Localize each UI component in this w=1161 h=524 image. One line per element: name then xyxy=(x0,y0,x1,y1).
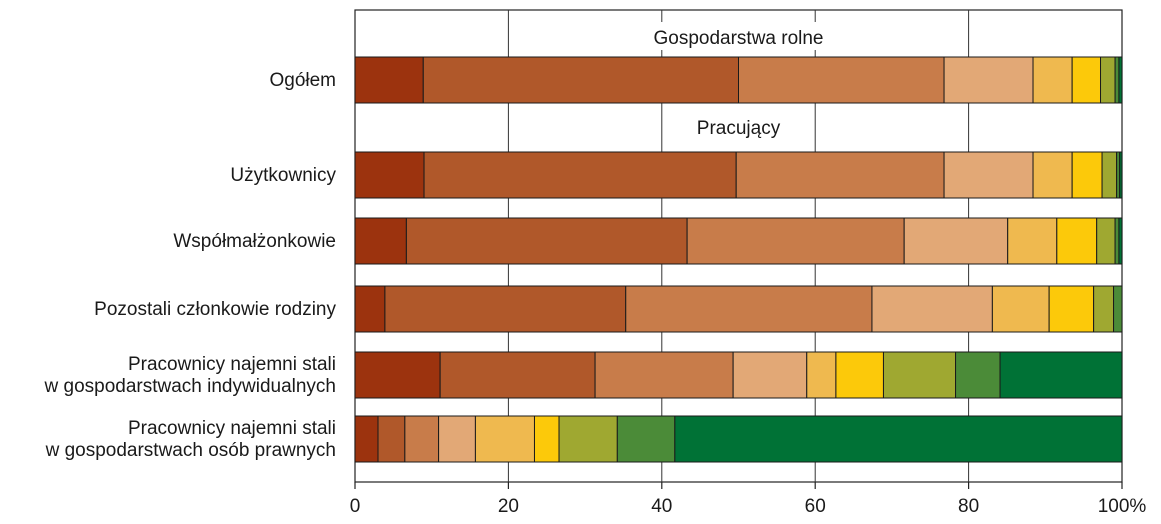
category-label: Użytkownicy xyxy=(230,165,336,186)
bar-segment xyxy=(423,151,737,199)
bar-segment xyxy=(686,217,905,265)
bar-segment xyxy=(871,285,993,333)
bar-segment xyxy=(903,217,1009,265)
bar-segment xyxy=(404,415,440,463)
bar-segment xyxy=(384,285,627,333)
section-title-bg xyxy=(680,112,797,140)
section-title-bg xyxy=(634,22,843,50)
bar-segment xyxy=(806,351,837,399)
bar-segment xyxy=(533,415,560,463)
category-label: w gospodarstwach osób prawnych xyxy=(45,440,336,461)
bar-segment xyxy=(1056,217,1098,265)
category-label: Pracownicy najemni stali xyxy=(128,418,336,439)
bar-segment xyxy=(1100,56,1116,104)
bar-segment xyxy=(1071,151,1103,199)
bar-segment xyxy=(405,217,688,265)
bar-segment xyxy=(1032,151,1073,199)
bar-segment xyxy=(1101,151,1118,199)
bar-segment xyxy=(594,351,734,399)
bar-segment xyxy=(354,56,424,104)
category-label: Współmałżonkowie xyxy=(173,231,336,252)
x-tick-label: 20 xyxy=(498,496,519,517)
bar-segment xyxy=(354,415,379,463)
bar-segment xyxy=(1096,217,1116,265)
bar-segment xyxy=(1114,56,1120,104)
category-label: Ogółem xyxy=(269,70,336,91)
bar-segment xyxy=(625,285,873,333)
bar-segment xyxy=(1113,285,1123,333)
bar-segment xyxy=(354,217,407,265)
bar-segment xyxy=(835,351,884,399)
bar-segment xyxy=(474,415,535,463)
section-title: Pracujący xyxy=(697,118,781,139)
bar-segment xyxy=(616,415,676,463)
bar-segment xyxy=(354,151,425,199)
bar-segment xyxy=(735,151,945,199)
bar-segment xyxy=(738,56,945,104)
bar-segment xyxy=(943,151,1034,199)
x-tick-label: 80 xyxy=(958,496,979,517)
category-label: Pozostali członkowie rodziny xyxy=(94,299,336,320)
bar-segment xyxy=(991,285,1050,333)
section-title: Gospodarstwa rolne xyxy=(653,28,823,49)
bar-segment xyxy=(1118,56,1123,104)
bar-segment xyxy=(1032,56,1073,104)
bar-segment xyxy=(558,415,618,463)
bar-segment xyxy=(439,351,596,399)
bar-segment xyxy=(999,351,1123,399)
bar-segment xyxy=(1114,217,1120,265)
bar-segment xyxy=(1048,285,1095,333)
bar-segment xyxy=(1071,56,1102,104)
bar-segment xyxy=(354,351,441,399)
category-label: w gospodarstwach indywidualnych xyxy=(44,376,337,397)
bar-segment xyxy=(354,285,386,333)
bar-segment xyxy=(438,415,476,463)
x-tick-label: 0 xyxy=(350,496,361,517)
bar-segment xyxy=(1007,217,1058,265)
bar-segment xyxy=(882,351,957,399)
x-tick-label: 40 xyxy=(651,496,672,517)
bar-segment xyxy=(943,56,1034,104)
x-tick-label: 60 xyxy=(805,496,826,517)
x-tick-label: 100% xyxy=(1098,496,1147,517)
category-label: Pracownicy najemni stali xyxy=(128,354,336,375)
bar-segment xyxy=(1118,217,1123,265)
bar-segment xyxy=(1119,151,1123,199)
bar-segment xyxy=(674,415,1123,463)
bar-segment xyxy=(732,351,808,399)
bar-segment xyxy=(1093,285,1115,333)
bar-segment xyxy=(955,351,1001,399)
bar-segment xyxy=(422,56,739,104)
bar-segment xyxy=(377,415,406,463)
